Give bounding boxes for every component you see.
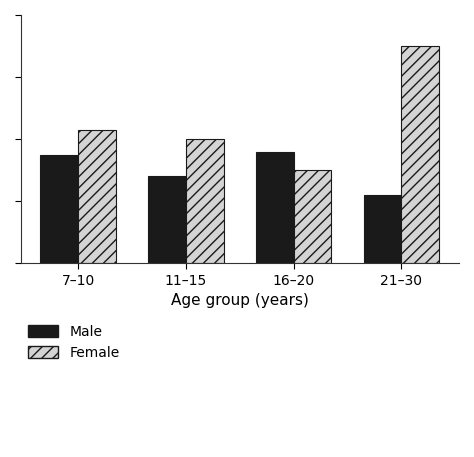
Bar (256, 152, 293, 263)
Bar (78, 130, 116, 263)
Bar (186, 139, 224, 263)
Bar (364, 195, 401, 263)
Bar (293, 170, 331, 263)
X-axis label: Age group (years): Age group (years) (171, 293, 309, 308)
Legend: Male, Female: Male, Female (27, 325, 119, 360)
Bar (401, 46, 439, 263)
Bar (40, 154, 78, 263)
Bar (148, 176, 186, 263)
